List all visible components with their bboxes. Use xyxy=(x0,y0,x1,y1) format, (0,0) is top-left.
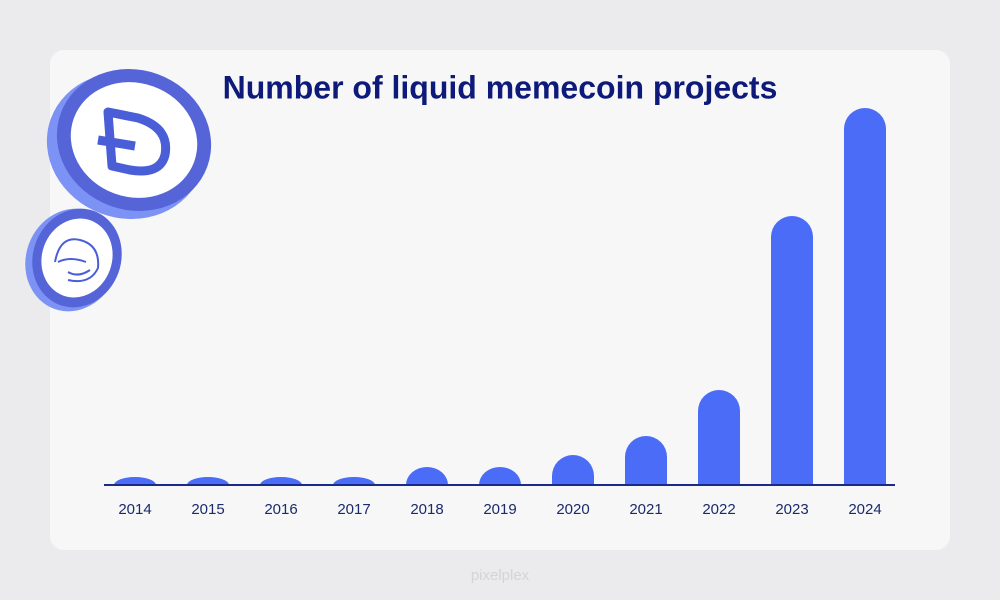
x-tick-label: 2022 xyxy=(702,501,735,518)
x-tick-label: 2021 xyxy=(629,501,662,518)
x-tick-label: 2024 xyxy=(848,501,881,518)
bar xyxy=(625,436,667,485)
chart-title: Number of liquid memecoin projects xyxy=(223,69,778,105)
x-tick-label: 2014 xyxy=(118,501,151,518)
bar xyxy=(187,477,229,485)
coin-small xyxy=(25,208,122,312)
bar xyxy=(771,216,813,485)
bar xyxy=(333,477,375,485)
x-tick-label: 2019 xyxy=(483,501,516,518)
x-tick-label: 2015 xyxy=(191,501,224,518)
x-tick-label: 2023 xyxy=(775,501,808,518)
x-tick-label: 2020 xyxy=(556,501,589,518)
bar xyxy=(552,455,594,485)
x-tick-label: 2018 xyxy=(410,501,443,518)
x-tick-label: 2016 xyxy=(264,501,297,518)
bar xyxy=(406,467,448,485)
bar xyxy=(844,108,886,485)
coin-large xyxy=(46,69,212,219)
watermark: pixelplex xyxy=(471,567,530,584)
bar xyxy=(698,390,740,485)
bar xyxy=(479,467,521,485)
bar xyxy=(114,477,156,485)
x-tick-label: 2017 xyxy=(337,501,370,518)
bar xyxy=(260,477,302,485)
